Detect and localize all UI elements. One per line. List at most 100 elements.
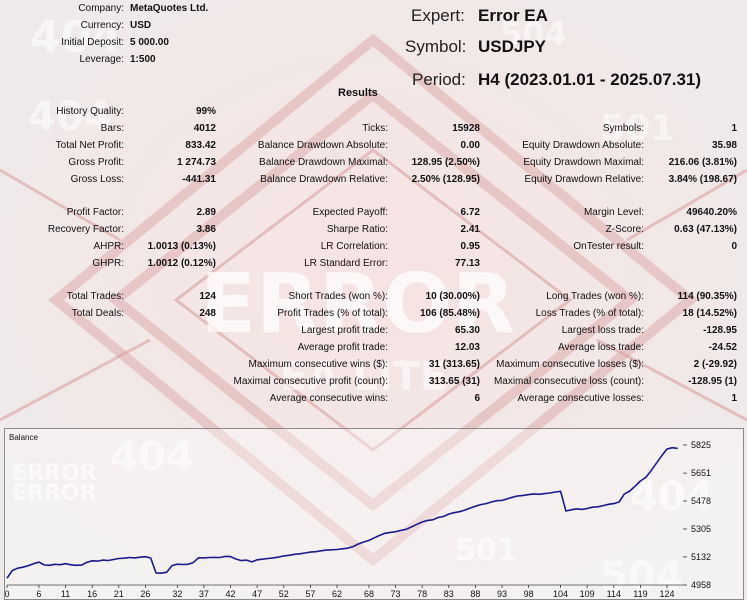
x-tick-label: 119 bbox=[633, 589, 647, 599]
y-tick-label: 5305 bbox=[691, 524, 711, 534]
short-trades-value: 10 (30.00%) bbox=[425, 291, 480, 302]
x-tick-label: 52 bbox=[279, 589, 289, 599]
balance-drawdown-absolute-value: 0.00 bbox=[460, 140, 480, 151]
profit-trades-label: Profit Trades (% of total): bbox=[277, 308, 388, 319]
equity-drawdown-relative-value: 3.84% (198.67) bbox=[668, 174, 737, 185]
sharpe-ratio-value: 2.41 bbox=[460, 224, 480, 235]
ticks-value: 15928 bbox=[452, 123, 480, 134]
maximal-consecutive-loss-label: Maximal consecutive loss (count): bbox=[493, 376, 644, 387]
svg-text:404: 404 bbox=[28, 94, 112, 140]
total-net-profit-value: 833.42 bbox=[185, 140, 216, 151]
equity-drawdown-maximal-label: Equity Drawdown Maximal: bbox=[523, 157, 644, 168]
ghpr-value: 1.0012 (0.12%) bbox=[147, 258, 216, 269]
ghpr-label: GHPR: bbox=[92, 258, 124, 269]
initial-deposit-label: Initial Deposit: bbox=[61, 37, 124, 48]
long-trades-value: 114 (90.35%) bbox=[677, 291, 738, 302]
equity-drawdown-absolute-label: Equity Drawdown Absolute: bbox=[522, 140, 644, 151]
equity-drawdown-maximal-value: 216.06 (3.81%) bbox=[668, 157, 737, 168]
x-tick-label: 62 bbox=[332, 589, 342, 599]
ontester-result-value: 0 bbox=[731, 241, 737, 252]
total-trades-value: 124 bbox=[199, 291, 216, 302]
svg-text:504: 504 bbox=[500, 15, 567, 53]
x-tick-label: 78 bbox=[417, 589, 427, 599]
lr-standard-error-label: LR Standard Error: bbox=[304, 258, 388, 269]
z-score-label: Z-Score: bbox=[605, 224, 644, 235]
x-tick-label: 93 bbox=[497, 589, 507, 599]
svg-text:ERROR: ERROR bbox=[12, 461, 97, 486]
profit-factor-label: Profit Factor: bbox=[66, 207, 124, 218]
expected-payoff-label: Expected Payoff: bbox=[312, 207, 388, 218]
equity-drawdown-relative-label: Equity Drawdown Relative: bbox=[524, 174, 645, 185]
long-trades-label: Long Trades (won %): bbox=[546, 291, 644, 302]
x-tick-label: 98 bbox=[524, 589, 534, 599]
svg-text:501: 501 bbox=[600, 108, 675, 149]
recovery-factor-value: 3.86 bbox=[196, 224, 216, 235]
balance-drawdown-relative-value: 2.50% (128.95) bbox=[411, 174, 480, 185]
margin-level-label: Margin Level: bbox=[583, 207, 644, 218]
largest-loss-trade-value: -128.95 bbox=[703, 325, 737, 336]
average-consecutive-wins-label: Average consecutive wins: bbox=[269, 393, 388, 404]
maximal-consecutive-loss-value: -128.95 (1) bbox=[688, 376, 737, 387]
svg-text:501: 501 bbox=[455, 533, 518, 568]
y-tick-label: 5132 bbox=[691, 552, 711, 562]
maximal-consecutive-profit-value: 313.65 (31) bbox=[428, 376, 480, 387]
short-trades-label: Short Trades (won %): bbox=[288, 291, 388, 302]
largest-loss-trade-label: Largest loss trade: bbox=[561, 325, 644, 336]
history-quality-label: History Quality: bbox=[56, 106, 124, 117]
x-tick-label: 32 bbox=[172, 589, 182, 599]
svg-text:404: 404 bbox=[30, 12, 122, 63]
expected-payoff-value: 6.72 bbox=[460, 207, 480, 218]
x-tick-label: 0 bbox=[5, 589, 10, 599]
total-deals-value: 248 bbox=[199, 308, 216, 319]
x-tick-label: 109 bbox=[580, 589, 595, 599]
profit-trades-value: 106 (85.48%) bbox=[419, 308, 480, 319]
x-tick-label: 11 bbox=[61, 589, 70, 599]
loss-trades-label: Loss Trades (% of total): bbox=[535, 308, 644, 319]
y-tick-label: 5478 bbox=[691, 496, 711, 506]
leverage-value: 1:500 bbox=[130, 54, 156, 65]
profit-factor-value: 2.89 bbox=[196, 207, 216, 218]
x-tick-label: 26 bbox=[140, 589, 150, 599]
y-tick-label: 4958 bbox=[691, 580, 711, 590]
x-tick-label: 88 bbox=[470, 589, 480, 599]
max-consecutive-losses-value: 2 (-29.92) bbox=[693, 359, 737, 370]
ahpr-label: AHPR: bbox=[93, 241, 124, 252]
svg-text:404: 404 bbox=[110, 434, 194, 480]
currency-label: Currency: bbox=[80, 20, 124, 31]
recovery-factor-label: Recovery Factor: bbox=[47, 224, 124, 235]
x-tick-label: 57 bbox=[305, 589, 315, 599]
x-tick-label: 21 bbox=[114, 589, 124, 599]
lr-correlation-value: 0.95 bbox=[460, 241, 480, 252]
x-tick-label: 104 bbox=[553, 589, 568, 599]
average-consecutive-losses-label: Average consecutive losses: bbox=[517, 393, 644, 404]
total-trades-label: Total Trades: bbox=[66, 291, 124, 302]
x-tick-label: 83 bbox=[444, 589, 454, 599]
average-profit-trade-label: Average profit trade: bbox=[297, 342, 388, 353]
x-tick-label: 37 bbox=[199, 589, 209, 599]
largest-profit-trade-label: Largest profit trade: bbox=[301, 325, 388, 336]
sharpe-ratio-label: Sharpe Ratio: bbox=[326, 224, 388, 235]
balance-drawdown-maximal-value: 128.95 (2.50%) bbox=[411, 157, 480, 168]
average-consecutive-wins-value: 6 bbox=[474, 393, 480, 404]
average-loss-trade-label: Average loss trade: bbox=[558, 342, 644, 353]
loss-trades-value: 18 (14.52%) bbox=[682, 308, 737, 319]
lr-standard-error-value: 77.13 bbox=[454, 258, 480, 269]
svg-text:ERROR: ERROR bbox=[200, 257, 515, 352]
svg-text:404: 404 bbox=[630, 474, 714, 520]
balance-drawdown-absolute-label: Balance Drawdown Absolute: bbox=[257, 140, 388, 151]
ticks-label: Ticks: bbox=[362, 123, 388, 134]
z-score-value: 0.63 (47.13%) bbox=[674, 224, 737, 235]
margin-level-value: 49640.20% bbox=[686, 207, 737, 218]
leverage-label: Leverage: bbox=[79, 54, 124, 65]
total-net-profit-label: Total Net Profit: bbox=[55, 140, 124, 151]
average-consecutive-losses-value: 1 bbox=[731, 393, 737, 404]
average-loss-trade-value: -24.52 bbox=[708, 342, 737, 353]
x-tick-label: 47 bbox=[252, 589, 262, 599]
symbol-value: USDJPY bbox=[478, 37, 547, 56]
symbols-label: Symbols: bbox=[602, 123, 644, 134]
expert-value: Error EA bbox=[478, 6, 548, 25]
svg-text:EA LITE: EA LITE bbox=[280, 354, 447, 400]
gross-profit-label: Gross Profit: bbox=[68, 157, 124, 168]
company-label: Company: bbox=[78, 3, 124, 14]
